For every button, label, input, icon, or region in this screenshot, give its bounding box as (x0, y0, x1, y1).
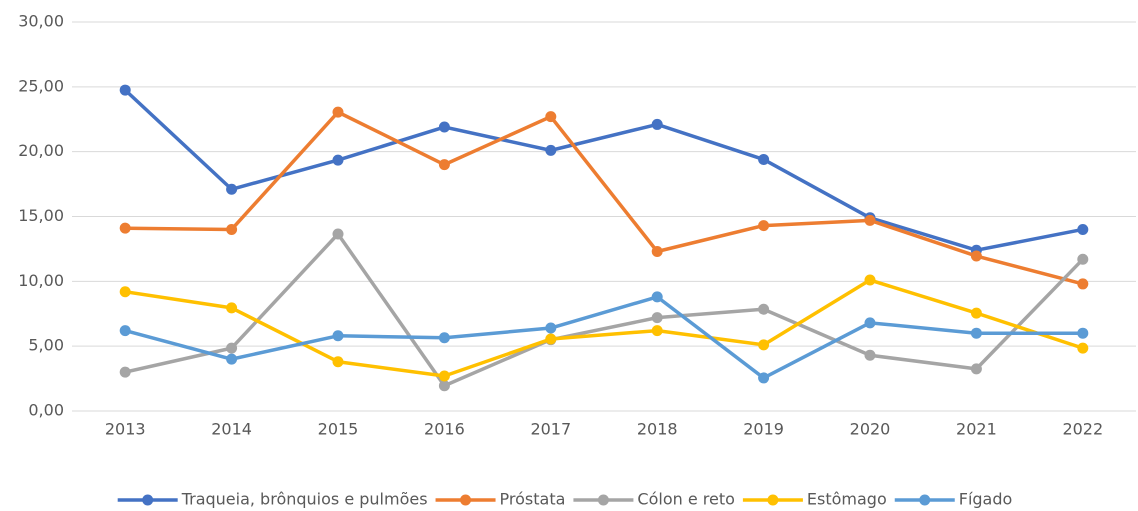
data-point (119, 222, 131, 234)
x-tick-label: 2019 (743, 420, 784, 439)
series-line (124, 232, 1085, 388)
legend-item: Cólon e reto (573, 490, 735, 509)
legend-item: Fígado (894, 490, 1013, 509)
series-line (124, 88, 1084, 252)
data-point (758, 153, 770, 165)
data-point (970, 250, 982, 262)
legend-marker (919, 494, 931, 506)
series-line (125, 110, 1084, 286)
series-line (124, 295, 1083, 380)
data-point (438, 370, 450, 382)
y-tick-label: 25,00 (18, 76, 64, 95)
data-point (970, 327, 982, 339)
legend-label: Fígado (959, 490, 1013, 509)
legend-item: Traqueia, brônquios e pulmões (117, 490, 428, 509)
data-point (864, 214, 876, 226)
data-point (226, 302, 238, 314)
data-point (119, 325, 131, 337)
data-point (545, 144, 557, 156)
data-point (1077, 253, 1089, 265)
y-tick-label: 30,00 (18, 12, 64, 31)
legend-marker (460, 494, 472, 506)
data-point (226, 223, 238, 235)
data-point (1077, 278, 1089, 290)
data-point (226, 342, 238, 354)
legend-item: Estômago (742, 490, 887, 509)
data-point (332, 330, 344, 342)
legend-label: Estômago (807, 490, 887, 509)
legend-marker (767, 494, 779, 506)
x-tick-label: 2018 (637, 420, 678, 439)
y-tick-label: 20,00 (18, 141, 64, 160)
data-point (119, 286, 131, 298)
x-tick-label: 2017 (530, 420, 571, 439)
data-point (864, 349, 876, 361)
data-point (864, 274, 876, 286)
data-point (119, 84, 131, 96)
y-tick-label: 0,00 (28, 401, 64, 420)
data-point (1077, 327, 1089, 339)
data-point (651, 118, 663, 130)
data-point (970, 363, 982, 375)
data-point (332, 106, 344, 118)
data-point (970, 307, 982, 319)
data-point (226, 183, 238, 195)
legend-marker (142, 494, 154, 506)
data-point (438, 332, 450, 344)
legend-label: Próstata (500, 490, 566, 509)
data-point (758, 372, 770, 384)
data-point (651, 246, 663, 258)
x-tick-label: 2014 (211, 420, 252, 439)
legend-label: Traqueia, brônquios e pulmões (181, 490, 428, 509)
legend: Traqueia, brônquios e pulmões Próstata Cól… (117, 490, 1013, 509)
data-point (651, 291, 663, 303)
data-point (758, 339, 770, 351)
legend-label: Cólon e reto (637, 490, 734, 509)
y-tick-label: 5,00 (28, 336, 64, 355)
data-point (332, 356, 344, 368)
data-point (332, 228, 344, 240)
y-tick-label: 10,00 (18, 271, 64, 290)
legend-item: Próstata (435, 490, 566, 509)
data-point (119, 366, 131, 378)
x-tick-label: 2022 (1062, 420, 1103, 439)
data-point (758, 303, 770, 315)
data-point (651, 325, 663, 337)
data-point (864, 317, 876, 329)
data-point (438, 121, 450, 133)
x-tick-label: 2020 (850, 420, 891, 439)
data-point (1077, 223, 1089, 235)
x-tick-label: 2021 (956, 420, 997, 439)
series-line (124, 278, 1084, 378)
data-point (438, 159, 450, 171)
data-point (545, 111, 557, 123)
x-tick-label: 2013 (105, 420, 146, 439)
data-point (758, 220, 770, 232)
data-point (226, 353, 238, 365)
data-point (651, 312, 663, 324)
x-tick-label: 2015 (318, 420, 359, 439)
data-point (545, 333, 557, 345)
data-point (438, 380, 450, 392)
data-point (1077, 342, 1089, 354)
data-point (332, 154, 344, 166)
data-point (545, 322, 557, 334)
legend-marker (597, 494, 609, 506)
x-tick-label: 2016 (424, 420, 465, 439)
y-tick-label: 15,00 (18, 206, 64, 225)
